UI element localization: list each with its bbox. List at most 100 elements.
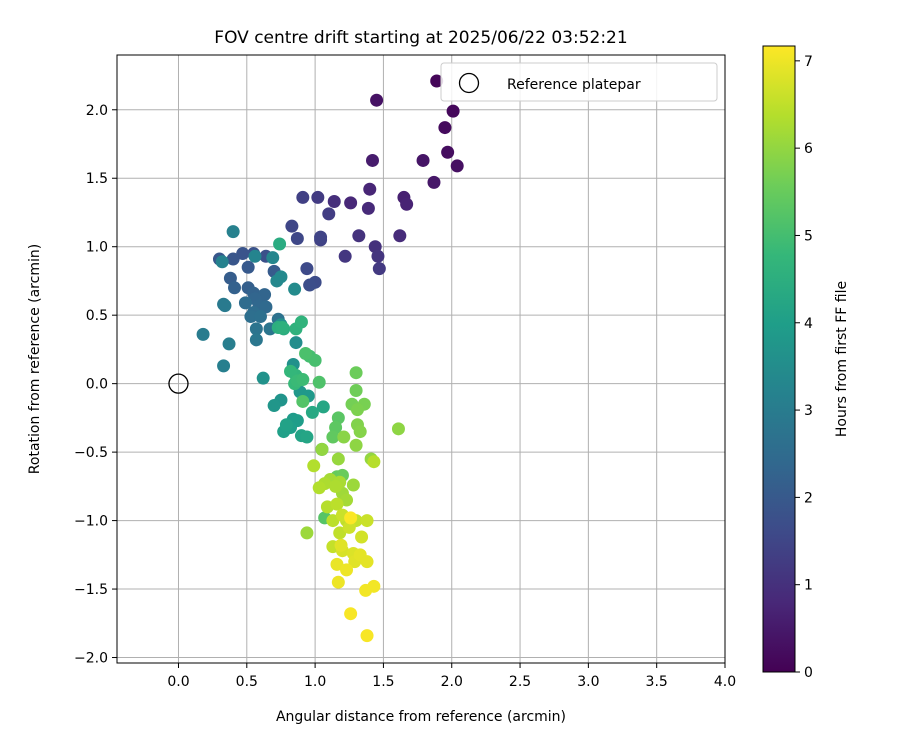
data-point <box>344 607 358 621</box>
data-point <box>370 93 384 107</box>
data-point <box>288 282 302 296</box>
data-point <box>303 278 317 292</box>
data-point <box>315 442 329 456</box>
data-point <box>363 182 377 196</box>
legend-marker <box>458 72 480 94</box>
data-point <box>316 400 330 414</box>
data-point <box>253 310 267 324</box>
data-point <box>322 207 336 221</box>
data-point <box>284 364 298 378</box>
data-point <box>342 520 356 534</box>
data-point <box>305 405 319 419</box>
y-axis-ticks: −2.0 −1.5 −1.0 −0.5 0.0 0.5 1.0 1.5 2.0 <box>74 103 117 667</box>
data-point <box>244 310 258 324</box>
data-point <box>196 327 210 341</box>
data-point <box>236 247 250 261</box>
data-point <box>427 175 441 189</box>
data-point <box>266 251 280 265</box>
data-point <box>289 336 303 350</box>
data-point <box>430 74 444 88</box>
data-point <box>338 249 352 263</box>
colorbar-tick-label: 2 <box>804 490 813 506</box>
y-axis-label: Rotation from reference (arcmin) <box>27 244 43 474</box>
y-tick-label: −0.5 <box>74 445 108 461</box>
data-point <box>296 373 310 387</box>
data-point <box>352 229 366 243</box>
colorbar-tick-label: 1 <box>804 578 813 594</box>
data-point <box>248 249 262 263</box>
data-point <box>326 514 340 528</box>
y-tick-label: 2.0 <box>86 103 108 119</box>
data-point <box>337 430 351 444</box>
data-point <box>330 557 344 571</box>
data-point <box>226 225 240 239</box>
data-point <box>329 479 343 493</box>
data-point <box>353 425 367 439</box>
data-point <box>371 249 385 263</box>
data-point <box>350 403 364 417</box>
y-tick-label: −2.0 <box>74 651 108 667</box>
data-point <box>441 145 455 159</box>
legend-entry-reference: Reference platepar <box>507 77 641 93</box>
x-tick-label: 3.0 <box>577 674 599 690</box>
colorbar-label: Hours from first FF file <box>834 281 850 437</box>
data-point <box>307 459 321 473</box>
data-point <box>226 252 240 266</box>
data-point <box>327 195 341 209</box>
colorbar-tick-label: 3 <box>804 403 813 419</box>
x-tick-label: 0.0 <box>167 674 189 690</box>
data-point <box>331 575 345 589</box>
data-point <box>218 299 232 313</box>
data-point <box>349 383 363 397</box>
grid-lines <box>117 55 726 663</box>
data-point <box>360 514 374 528</box>
data-point <box>330 497 344 511</box>
data-point <box>349 366 363 380</box>
x-tick-label: 1.0 <box>304 674 326 690</box>
data-point <box>299 347 313 361</box>
data-point <box>400 197 414 211</box>
data-point <box>365 153 379 167</box>
data-point <box>256 371 270 385</box>
data-point <box>300 526 314 540</box>
data-point <box>217 359 231 373</box>
data-point <box>416 153 430 167</box>
legend-box <box>440 62 718 102</box>
data-point <box>360 629 374 643</box>
y-tick-label: 0.0 <box>86 377 108 393</box>
data-point <box>274 270 288 284</box>
data-point <box>372 262 386 276</box>
x-tick-label: 0.5 <box>236 674 258 690</box>
y-tick-label: −1.5 <box>74 582 108 598</box>
data-point <box>228 281 242 295</box>
data-point <box>300 430 314 444</box>
x-tick-label: 3.5 <box>646 674 668 690</box>
y-tick-label: 0.5 <box>86 308 108 324</box>
data-point <box>340 563 354 577</box>
data-point <box>393 229 407 243</box>
colorbar-tick-label: 5 <box>804 228 813 244</box>
data-point <box>367 579 381 593</box>
data-point <box>311 190 325 204</box>
scatter-points <box>196 74 464 643</box>
data-point <box>215 255 229 269</box>
x-axis-label: Angular distance from reference (arcmin) <box>276 709 566 725</box>
colorbar-tick-label: 0 <box>804 665 813 681</box>
data-point <box>294 315 308 329</box>
data-point <box>314 230 328 244</box>
data-point <box>249 333 263 347</box>
y-tick-label: 1.5 <box>86 171 108 187</box>
colorbar-tick-label: 6 <box>804 141 813 157</box>
data-point <box>346 478 360 492</box>
data-point <box>275 321 289 335</box>
y-tick-label: 1.0 <box>86 240 108 256</box>
data-point <box>285 219 299 233</box>
y-tick-label: −1.0 <box>74 514 108 530</box>
x-tick-label: 2.0 <box>441 674 463 690</box>
colorbar-tick-label: 7 <box>804 54 813 70</box>
data-point <box>334 538 348 552</box>
data-point <box>355 530 369 544</box>
data-point <box>361 201 375 215</box>
x-tick-label: 2.5 <box>509 674 531 690</box>
